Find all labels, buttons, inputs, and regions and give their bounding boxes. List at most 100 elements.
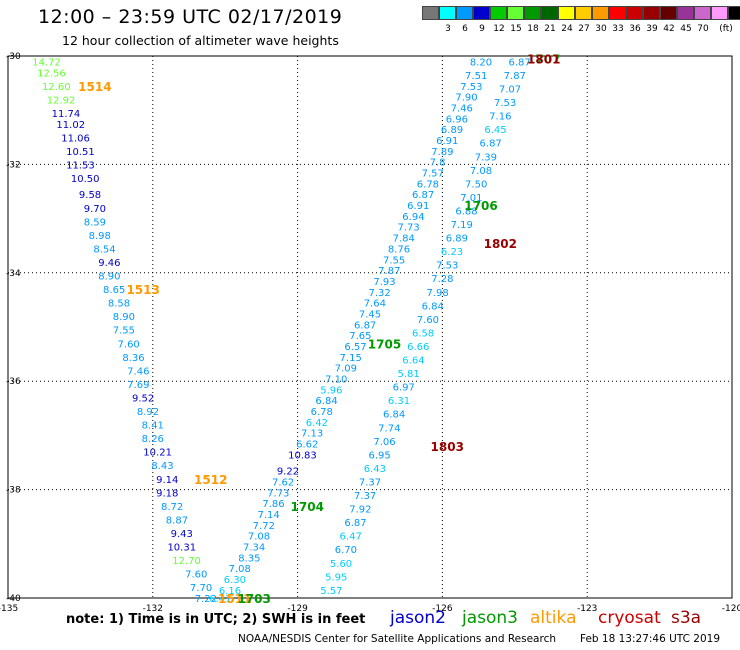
swh-data-label: 8.90: [113, 312, 135, 323]
swh-data-label: 6.16: [219, 586, 241, 597]
legend-label: 36: [629, 24, 641, 34]
swh-data-label: 7.65: [349, 331, 371, 342]
legend-label: 24: [561, 24, 573, 34]
legend-swatch: [524, 6, 541, 20]
y-tick-label: -34: [6, 269, 21, 279]
swh-data-label: 7.74: [378, 423, 400, 434]
swh-data-label: 8.36: [122, 353, 144, 364]
swh-data-label: 8.87: [166, 515, 188, 526]
legend-label: 18: [527, 24, 539, 34]
legend-label: 33: [612, 24, 624, 34]
legend-unit: (ft): [719, 24, 733, 34]
swh-data-label: 6.57: [344, 342, 366, 353]
pass-label: 1704: [291, 500, 324, 514]
swh-data-label: 7.53: [460, 82, 482, 93]
legend-swatch: [575, 6, 592, 20]
swh-data-label: 7.46: [451, 103, 473, 114]
swh-data-label: 7.53: [494, 98, 516, 109]
legend-label: 39: [646, 24, 658, 34]
swh-data-label: 7.01: [460, 193, 482, 204]
swh-data-label: 7.19: [451, 220, 473, 231]
swh-data-label: 6.41: [209, 594, 231, 605]
swh-data-label: 7.87: [378, 266, 400, 277]
legend-label: 21: [544, 24, 556, 34]
swh-data-label: 7.86: [262, 499, 284, 510]
swh-data-label: 6.43: [364, 464, 386, 475]
x-tick-label: -129: [287, 604, 308, 614]
swh-data-label: 6.78: [311, 407, 333, 418]
swh-data-label: 7.60: [185, 570, 207, 581]
satellite-label-s3a: s3a: [671, 608, 702, 628]
legend-swatch: [609, 6, 626, 20]
legend-swatch: [558, 6, 575, 20]
swh-data-label: 7.32: [369, 288, 391, 299]
legend-swatch: [694, 6, 711, 20]
swh-data-label: 6.89: [446, 234, 468, 245]
swh-data-label: 11.74: [52, 109, 81, 120]
swh-data-label: 6.91: [436, 136, 458, 147]
pass-label: 1512: [194, 473, 227, 487]
swh-data-label: 7.72: [253, 521, 275, 532]
legend-label: 30: [595, 24, 607, 34]
legend-label: 15: [510, 24, 522, 34]
swh-data-label: 6.62: [296, 440, 318, 451]
legend-label: 45: [680, 24, 692, 34]
pass-label: 1803: [431, 440, 464, 454]
swh-data-label: 7.14: [258, 510, 280, 521]
y-tick-label: -30: [6, 52, 21, 62]
satellite-label-jason2: jason2: [390, 608, 446, 628]
swh-data-label: 8.26: [142, 434, 164, 445]
pass-label: 1801: [527, 53, 560, 67]
swh-data-label: 10.50: [71, 174, 100, 185]
legend-label: 6: [462, 24, 468, 34]
swh-data-label: 7.06: [373, 437, 395, 448]
y-tick-label: -36: [6, 377, 21, 387]
swh-data-label: 6.23: [441, 247, 463, 258]
swh-data-label: 7.08: [229, 564, 251, 575]
swh-data-label: 6.70: [335, 545, 357, 556]
swh-data-label: 6.89: [441, 125, 463, 136]
pass-label: 1706: [464, 199, 497, 213]
legend-swatch: [439, 6, 456, 20]
swh-data-label: 5.96: [320, 385, 342, 396]
swh-data-label: 9.52: [132, 393, 154, 404]
swh-data-label: 7.13: [301, 429, 323, 440]
swh-data-label: 5.57: [320, 586, 342, 597]
swh-data-label: 7.28: [431, 274, 453, 285]
swh-data-label: 6.97: [393, 383, 415, 394]
legend-label: 9: [479, 24, 485, 34]
swh-data-label: 8.59: [84, 217, 106, 228]
swh-data-label: 6.87: [508, 57, 530, 68]
swh-data-label: 11.06: [61, 133, 90, 144]
swh-data-label: 7.46: [127, 366, 149, 377]
legend-swatch: [660, 6, 677, 20]
swh-data-label: 7.55: [383, 255, 405, 266]
satellite-label-jason3: jason3: [462, 608, 518, 628]
footer-note: note: 1) Time is in UTC; 2) SWH is in fe…: [66, 612, 366, 627]
x-tick-label: -126: [432, 604, 453, 614]
legend-label: 27: [578, 24, 590, 34]
swh-data-label: 6.88: [455, 206, 477, 217]
legend-swatch: [456, 6, 473, 20]
swh-data-label: 8.92: [137, 407, 159, 418]
satellite-label-cryosat: cryosat: [598, 608, 661, 628]
x-tick-label: -120: [722, 604, 740, 614]
y-tick-label: -38: [6, 486, 21, 496]
swh-data-label: 12.70: [172, 556, 201, 567]
swh-data-label: 7.93: [373, 277, 395, 288]
legend-swatch: [422, 6, 439, 20]
swh-data-label: 8.58: [108, 299, 130, 310]
swh-data-label: 10.21: [143, 448, 172, 459]
legend-swatch: [626, 6, 643, 20]
pass-label: 1802: [484, 237, 517, 251]
swh-data-label: 6.84: [383, 410, 405, 421]
swh-data-label: 7.90: [455, 93, 477, 104]
swh-data-label: 7.51: [465, 71, 487, 82]
legend-label: 3: [445, 24, 451, 34]
legend-swatch: [643, 6, 660, 20]
swh-data-label: 7.60: [417, 315, 439, 326]
swh-data-label: 8.98: [89, 231, 111, 242]
pass-label: 1511: [218, 592, 251, 606]
swh-data-label: 10.51: [66, 147, 95, 158]
swh-data-label: 7.87: [504, 71, 526, 82]
